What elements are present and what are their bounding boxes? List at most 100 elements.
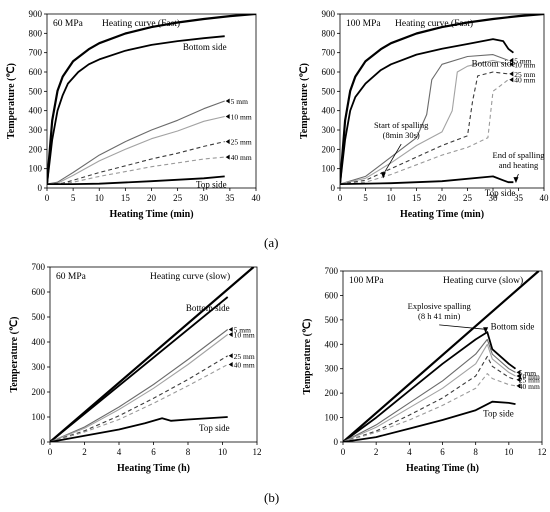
chart-b2-end-marker [516,383,521,389]
chart-a2-ytick-label: 100 [322,164,336,174]
chart-a2-end-marker [509,77,514,83]
chart-a1-series-label: 5 mm [231,97,248,106]
chart-b2-ytick-label: 200 [325,388,339,398]
chart-b2-ytick-label: 500 [325,315,339,325]
chart-a2-annotation-text: Start of spalling [374,120,429,130]
chart-b1-ylabel: Temperature (℃) [9,317,20,393]
chart-b2: 0 100 200 300 400 500 600 700 0 2 4 6 8 10 12 Heating T… [302,266,547,474]
chart-b1-end-marker [228,353,233,359]
chart-a2-series-label: 10 mm [514,60,535,69]
chart-b1-xtick-label: 4 [117,447,122,457]
chart-a2-series-40-mm [340,79,509,185]
chart-a1-end-marker [225,113,230,119]
chart-b2-xtick-label: 0 [341,447,346,457]
chart-a1-xtick-label: 25 [173,193,183,203]
chart-b2-series-bottom-side [343,331,517,442]
chart-b1-series-label: 40 mm [234,361,255,370]
chart-b2-end-marker [516,377,521,383]
chart-b2-series-label: 25 mm [519,376,540,385]
chart-a2-ytick-label: 600 [322,67,336,77]
chart-b1-series-top-side [50,416,228,442]
chart-b2-xlabel: Heating Time (h) [406,463,479,474]
chart-a1-ytick-label: 0 [38,183,43,193]
chart-b2-ytick-label: 300 [325,364,339,374]
chart-b1-ytick-label: 600 [32,287,46,297]
chart-b2-ylabel: Temperature (℃) [302,319,313,395]
chart-a1-ytick-label: 100 [29,164,43,174]
chart-a1-series-label: 25 mm [231,138,252,147]
chart-a2-ytick-label: 200 [322,144,336,154]
chart-b1-series-label: Top side [199,423,230,433]
chart-a2-series-label: Top side [485,188,516,198]
chart-b2-xtick-label: 2 [374,447,379,457]
chart-a2-xtick-label: 30 [489,193,499,203]
chart-a2-xtick-label: 10 [387,193,397,203]
chart-a1-series-label: 10 mm [231,112,252,121]
chart-a1-series-label: 40 mm [231,153,252,162]
chart-b2-xtick-label: 10 [504,447,514,457]
chart-b1-end-marker [228,327,233,332]
chart-b2-annotation-arrow [439,324,486,330]
chart-a2-ytick-label: 500 [322,86,336,96]
chart-b2-series-label: 10 mm [519,372,540,381]
chart-a1-series-40-mm [47,156,225,185]
chart-a2-ytick-label: 400 [322,106,336,116]
chart-b2-series-40-mm [343,373,516,442]
chart-a2-title: 100 MPa [346,19,381,29]
chart-a1-series-label: Top side [196,179,227,189]
chart-a2-xtick-label: 20 [438,193,448,203]
panel-label-a: (a) [264,235,279,250]
chart-a2-ytick-label: 0 [331,183,336,193]
chart-b1-ytick-label: 0 [41,437,46,447]
chart-a2-series-heating-curve-fast- [340,14,544,185]
chart-b2-series-label: 40 mm [519,382,540,391]
chart-b2-annotation-text: (8 h 41 min) [418,311,460,321]
chart-a1-xtick-label: 0 [45,193,50,203]
chart-a2-annotation-text: (8min 30s) [383,130,420,140]
chart-b2-series-5-mm [343,338,516,442]
chart-b2-ytick-label: 400 [325,339,339,349]
chart-b2-series-10-mm [343,343,516,442]
chart-b1-ytick-label: 200 [32,387,46,397]
chart-b2-xtick-label: 4 [407,447,412,457]
chart-a1-xtick-label: 5 [71,193,76,203]
chart-a1-series-10-mm [47,115,225,185]
chart-a2-ytick-label: 800 [322,28,336,38]
chart-b1-series-25-mm [50,355,228,442]
chart-b1-series-label: Bottom side [186,303,230,313]
chart-a2-series-bottom-side [340,38,514,185]
chart-a1-ytick-label: 600 [29,67,43,77]
chart-a1-ytick-label: 500 [29,86,43,96]
chart-a2-series-label: 40 mm [514,76,535,85]
chart-b2-title: 100 MPa [349,276,384,286]
chart-a2-ylabel: Temperature (℃) [299,63,310,139]
chart-b2-annotation-arrowhead [483,327,489,334]
chart-a2-subtitle: Heating curve (Fast) [395,18,473,29]
chart-b1-ytick-label: 500 [32,312,46,322]
chart-a2-ytick-label: 900 [322,9,336,19]
chart-a2-annotation-arrowhead [380,172,386,179]
chart-a1-ytick-label: 800 [29,28,43,38]
chart-a2-ytick-label: 700 [322,48,336,58]
chart-a2-xtick-label: 40 [540,193,550,203]
chart-a2: 0 100 200 300 400 500 600 700 800 900 0 5 10 15 20 25 30… [299,9,550,220]
chart-b2-ytick-label: 100 [325,413,339,423]
chart-a1-ytick-label: 400 [29,106,43,116]
chart-a1-ytick-label: 200 [29,144,43,154]
chart-b2-series-top-side [343,400,516,442]
chart-a1-ytick-label: 700 [29,48,43,58]
chart-a2-series-5-mm [340,54,509,185]
chart-b2-ytick-label: 700 [325,266,339,276]
chart-b1-xtick-label: 6 [151,447,156,457]
chart-a1-xtick-label: 35 [225,193,235,203]
chart-b1-ytick-label: 700 [32,262,46,272]
chart-b2-ytick-label: 0 [334,437,339,447]
chart-b1-xtick-label: 12 [253,447,262,457]
chart-b2-end-marker [516,369,521,375]
chart-b1-xtick-label: 10 [218,447,228,457]
chart-a2-series-label: 5 mm [514,56,531,65]
chart-a2-annotation-arrowhead [513,177,519,184]
chart-a1-xlabel: Heating Time (min) [109,209,193,220]
chart-b1-series-label: 25 mm [234,352,255,361]
chart-b2-annotation-text: Explosive spalling [408,301,472,311]
